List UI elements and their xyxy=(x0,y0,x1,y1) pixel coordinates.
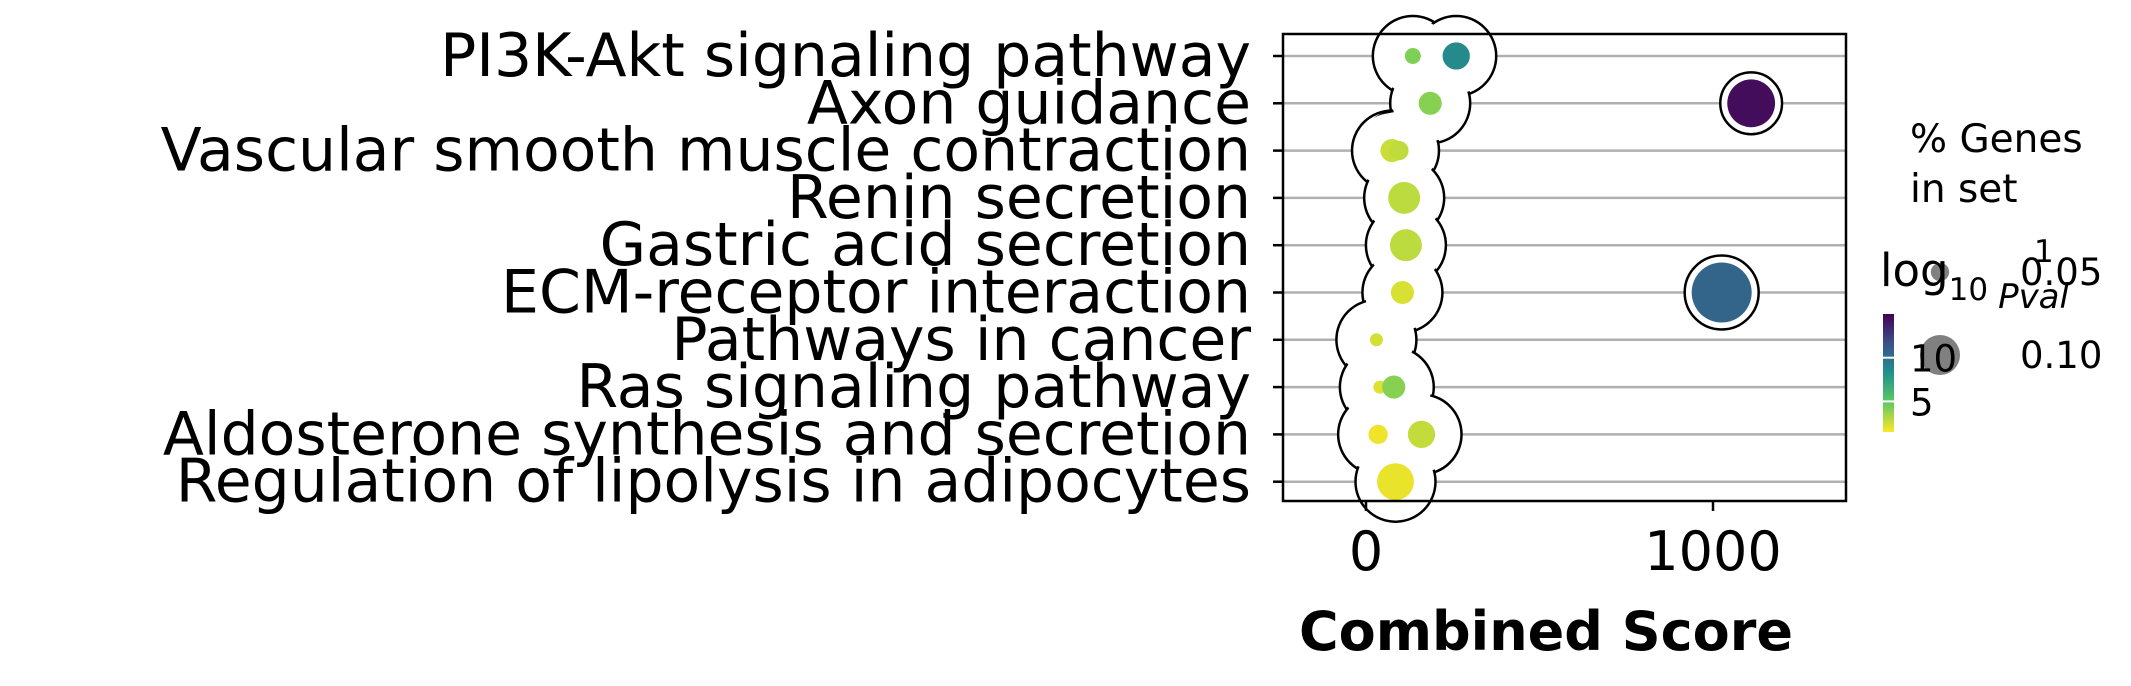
data-points xyxy=(1368,42,1776,501)
data-point xyxy=(1442,42,1470,70)
data-point xyxy=(1404,48,1421,64)
data-point xyxy=(1407,420,1436,449)
data-point xyxy=(1377,463,1414,501)
y-tick-label: Axon guidance xyxy=(807,68,1251,138)
y-tick-label: Regulation of lipolysis in adipocytes xyxy=(176,447,1251,517)
y-tick-label: Vascular smooth muscle contraction xyxy=(161,116,1251,186)
y-tick-label: PI3K-Akt signaling pathway xyxy=(440,21,1251,91)
x-axis: 0 1000 xyxy=(1349,501,1782,583)
size-legend-label: 0.10 xyxy=(2020,334,2102,377)
size-legend: % Genes in set 0.05 0.10 xyxy=(1910,117,2102,377)
size-legend-title-line1: % Genes xyxy=(1910,117,2083,162)
size-legend-marker xyxy=(1919,334,1961,376)
colorbar-gradient xyxy=(1883,314,1894,432)
size-legend-label: 0.05 xyxy=(2020,251,2102,294)
data-point xyxy=(1727,79,1776,128)
data-point xyxy=(1368,424,1388,445)
colorbar-title: log10 Pval xyxy=(1880,244,2070,317)
data-point xyxy=(1390,280,1414,305)
y-tick-label: Aldosterone synthesis and secretion xyxy=(163,399,1251,469)
data-point xyxy=(1382,375,1406,399)
data-point xyxy=(1418,91,1442,115)
data-point xyxy=(1388,181,1421,214)
y-tick-label: Pathways in cancer xyxy=(671,305,1251,375)
x-tick-label: 0 xyxy=(1349,520,1383,583)
y-tick-label: Renin secretion xyxy=(787,163,1251,233)
y-tick-label: ECM-receptor interaction xyxy=(501,258,1251,328)
data-point xyxy=(1691,262,1752,323)
colorbar: log10 Pval 1 105 xyxy=(1880,234,2070,432)
data-point xyxy=(1369,333,1383,347)
colorbar-tick-label: 5 xyxy=(1910,381,1934,424)
plot-frame xyxy=(1281,32,1848,503)
y-tick-label: Ras signaling pathway xyxy=(576,352,1251,422)
data-point xyxy=(1389,140,1409,161)
y-tick-label: Gastric acid secretion xyxy=(600,210,1251,280)
size-legend-title-line2: in set xyxy=(1910,167,2018,212)
size-legend-marker xyxy=(1930,262,1950,282)
data-point xyxy=(1389,229,1422,262)
x-tick-label: 1000 xyxy=(1644,520,1781,583)
colorbar-tick-label: 10 xyxy=(1910,338,1957,381)
colorbar-title-superscript: 1 xyxy=(2034,234,2054,270)
x-axis-title: Combined Score xyxy=(1299,600,1793,663)
